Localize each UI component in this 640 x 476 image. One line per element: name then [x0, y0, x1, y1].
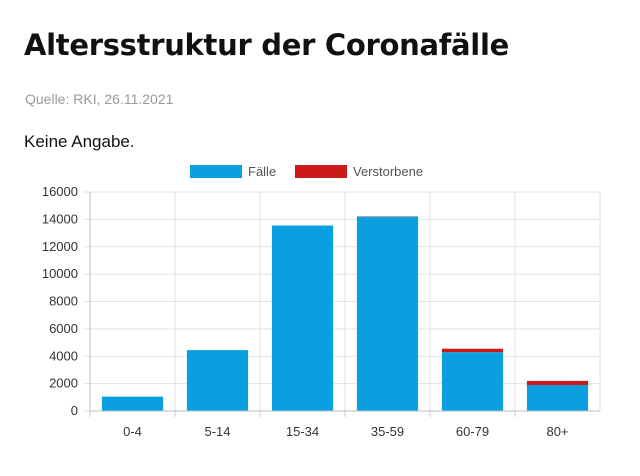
y-axis: 0 2000 4000 6000 8000 10000 12000 14000 16000 — [42, 184, 91, 418]
y-tick-label: 8000 — [49, 294, 78, 309]
bar-faelle — [356, 216, 419, 411]
y-tick-label: 6000 — [49, 321, 78, 336]
bar-verstorbene — [526, 380, 589, 385]
x-tick-label: 60-79 — [456, 424, 489, 439]
grid-lines — [84, 191, 601, 412]
bar-faelle — [526, 384, 589, 411]
y-tick-label: 4000 — [49, 348, 78, 363]
bar-faelle — [271, 225, 334, 411]
bar-faelle — [441, 352, 504, 411]
y-tick-label: 16000 — [42, 184, 78, 199]
chart-title: Altersstruktur der Coronafälle — [24, 28, 509, 62]
y-tick-label: 12000 — [42, 239, 78, 254]
y-tick-label: 2000 — [49, 376, 78, 391]
y-tick-label: 0 — [71, 403, 78, 418]
bar-faelle — [186, 350, 249, 411]
x-tick-label: 15-34 — [286, 424, 319, 439]
x-tick-label: 35-59 — [371, 424, 404, 439]
bar-faelle — [101, 396, 164, 411]
y-tick-label: 10000 — [42, 266, 78, 281]
legend-label-verstorbene: Verstorbene — [353, 164, 423, 179]
source-note: Quelle: RKI, 26.11.2021 — [25, 91, 174, 107]
x-tick-label: 80+ — [546, 424, 568, 439]
y-tick-label: 14000 — [42, 211, 78, 226]
bar-verstorbene — [441, 348, 504, 353]
legend: Fälle Verstorbene — [190, 164, 423, 179]
bar-chart: 0 2000 4000 6000 8000 10000 12000 14000 16000 0-… — [42, 164, 601, 439]
bars — [101, 216, 589, 411]
x-tick-label: 5-14 — [204, 424, 230, 439]
x-axis: 0-4 5-14 15-34 35-59 60-79 80+ — [89, 410, 600, 439]
x-tick-label: 0-4 — [123, 424, 142, 439]
legend-swatch-faelle — [190, 165, 242, 178]
legend-swatch-verstorbene — [295, 165, 347, 178]
legend-label-faelle: Fälle — [248, 164, 276, 179]
no-data-note: Keine Angabe. — [24, 132, 135, 151]
